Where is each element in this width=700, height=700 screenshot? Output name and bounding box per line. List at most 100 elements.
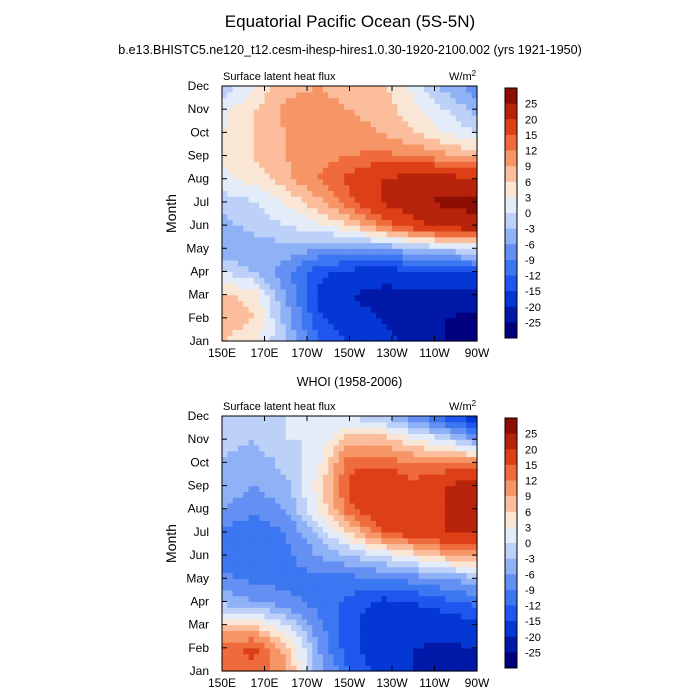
heatmap-cell	[312, 219, 319, 226]
heatmap-cell	[376, 225, 382, 232]
heatmap-cell	[434, 91, 441, 99]
heatmap-cell	[455, 86, 462, 93]
heatmap-cell	[381, 138, 388, 145]
heatmap-cell	[455, 219, 462, 226]
heatmap-cell	[253, 317, 260, 325]
heatmap-cell	[296, 201, 303, 209]
heatmap-cell	[370, 172, 377, 180]
heatmap-cell	[429, 190, 436, 197]
heatmap-cell	[248, 109, 255, 116]
heatmap-cell	[466, 167, 473, 174]
heatmap-cell	[280, 450, 287, 458]
heatmap-cell	[338, 248, 345, 255]
heatmap-cell	[413, 294, 420, 302]
heatmap-cell	[301, 219, 308, 226]
heatmap-cell	[402, 566, 409, 574]
heatmap-cell	[232, 283, 239, 290]
heatmap-cell	[434, 630, 441, 637]
heatmap-cell	[322, 549, 329, 556]
heatmap-cell	[338, 456, 345, 463]
heatmap-cell	[365, 560, 372, 568]
heatmap-cell	[439, 91, 446, 99]
heatmap-cell	[344, 456, 351, 463]
heatmap-cell	[291, 659, 297, 666]
heatmap-cell	[243, 624, 250, 632]
heatmap-cell	[413, 138, 420, 145]
heatmap-cell	[471, 566, 478, 574]
heatmap-cell	[264, 526, 271, 533]
heatmap-cell	[264, 86, 271, 93]
heatmap-cell	[407, 421, 414, 429]
heatmap-cell	[365, 317, 372, 325]
heatmap-cell	[349, 143, 356, 151]
heatmap-cell	[275, 468, 282, 475]
heatmap-cell	[227, 421, 234, 429]
heatmap-cell	[461, 335, 467, 342]
heatmap-cell	[269, 196, 276, 203]
heatmap-cell	[248, 86, 255, 93]
heatmap-cell	[386, 306, 393, 313]
heatmap-cell	[264, 589, 271, 597]
heatmap-cell	[434, 526, 441, 533]
heatmap-cell	[471, 155, 478, 162]
heatmap-cell	[386, 450, 393, 458]
heatmap-cell	[429, 236, 436, 244]
heatmap-cell	[370, 572, 377, 579]
heatmap-cell	[227, 537, 234, 545]
heatmap-cell	[392, 491, 398, 498]
heatmap-cell	[344, 219, 351, 226]
heatmap-cell	[439, 427, 446, 434]
heatmap-cell	[237, 566, 244, 574]
heatmap-cell	[439, 520, 446, 527]
heatmap-cell	[307, 543, 313, 550]
heatmap-cell	[354, 306, 361, 313]
heatmap-cell	[259, 427, 266, 434]
heatmap-cell	[413, 335, 420, 342]
heatmap-cell	[370, 335, 377, 342]
heatmap-cell	[381, 91, 388, 99]
heatmap-cell	[243, 178, 250, 186]
heatmap-cell	[386, 421, 393, 429]
heatmap-cell	[275, 630, 282, 637]
heatmap-cell	[413, 416, 420, 423]
heatmap-cell	[222, 178, 228, 186]
heatmap-cell	[381, 555, 388, 562]
heatmap-cell	[344, 126, 351, 133]
y-tick-label: Nov	[188, 432, 209, 446]
heatmap-cell	[370, 497, 377, 504]
heatmap-cell	[285, 543, 292, 550]
heatmap-cell	[317, 485, 324, 492]
heatmap-cell	[301, 578, 308, 585]
heatmap-cell	[397, 618, 404, 626]
heatmap-cell	[407, 167, 414, 174]
heatmap-cell	[402, 201, 409, 209]
heatmap-cell	[312, 508, 319, 516]
heatmap-cell	[317, 468, 324, 475]
heatmap-cell	[402, 86, 409, 93]
heatmap-cell	[349, 444, 356, 452]
heatmap-cell	[317, 271, 324, 278]
heatmap-cell	[365, 306, 372, 313]
heatmap-cell	[461, 647, 467, 655]
heatmap-cell	[328, 624, 335, 632]
heatmap-cell	[423, 254, 430, 261]
heatmap-cell	[328, 618, 335, 626]
heatmap-cell	[253, 520, 260, 527]
heatmap-cell	[269, 584, 276, 591]
heatmap-cell	[307, 630, 313, 637]
heatmap-cell	[248, 508, 255, 516]
heatmap-cell	[328, 444, 335, 452]
heatmap-cell	[365, 207, 372, 215]
heatmap-cell	[354, 86, 361, 93]
heatmap-cell	[386, 178, 393, 186]
heatmap-cell	[461, 312, 467, 319]
heatmap-cell	[248, 537, 255, 545]
heatmap-cell	[253, 537, 260, 545]
heatmap-cell	[445, 491, 452, 498]
heatmap-cell	[360, 514, 367, 521]
heatmap-cell	[423, 132, 430, 139]
heatmap-cell	[232, 190, 239, 197]
heatmap-cell	[360, 584, 367, 591]
heatmap-cell	[296, 572, 303, 579]
heatmap-cell	[328, 543, 335, 550]
